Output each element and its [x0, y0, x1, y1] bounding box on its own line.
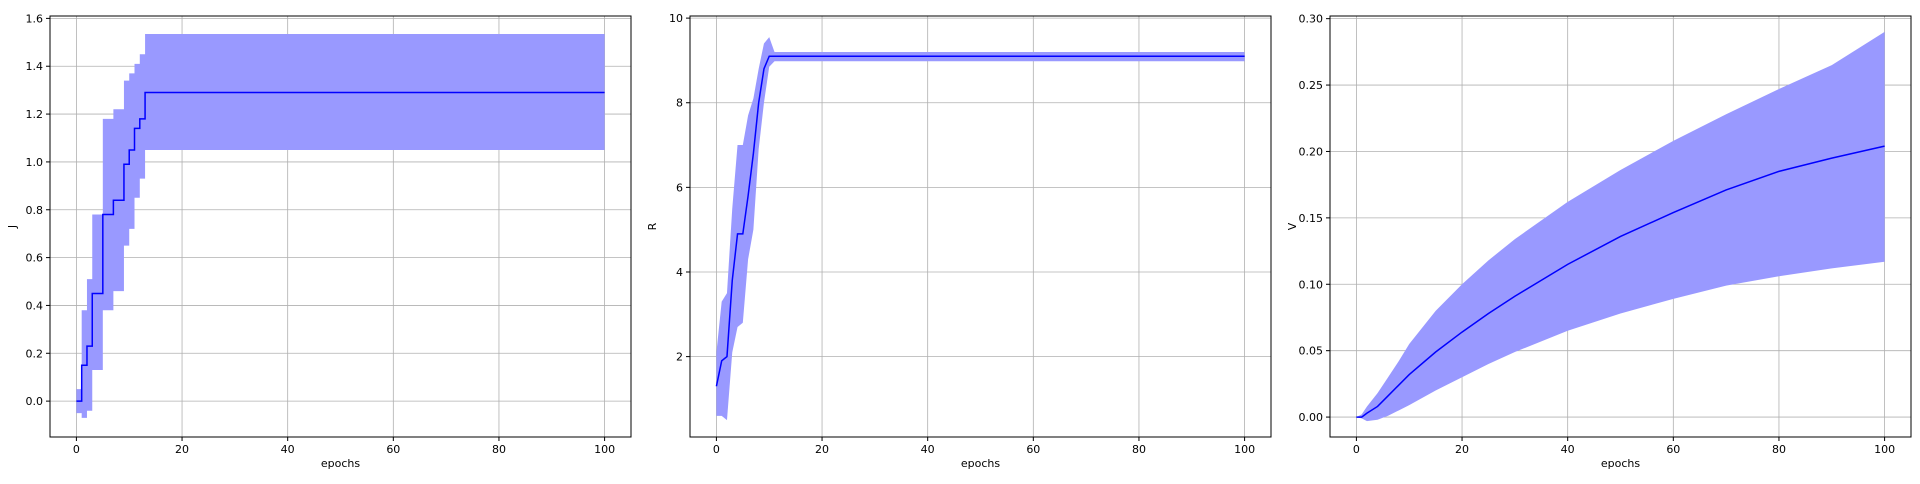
x-tick-label: 40 — [1561, 443, 1575, 456]
y-tick-label: 8 — [676, 97, 683, 110]
y-tick-label: 1.0 — [26, 156, 44, 169]
y-tick-label: 4 — [676, 266, 683, 279]
x-tick-label: 20 — [175, 443, 189, 456]
x-tick-label: 0 — [713, 443, 720, 456]
mean-line — [76, 91, 605, 402]
x-tick-label: 60 — [386, 443, 400, 456]
y-tick-label: 2 — [676, 351, 683, 364]
x-tick-label: 40 — [281, 443, 295, 456]
x-tick-label: 80 — [1772, 443, 1786, 456]
x-tick-label: 40 — [921, 443, 935, 456]
y-tick-label: 0.8 — [26, 204, 44, 217]
x-axis-label: epochs — [321, 457, 360, 470]
x-tick-label: 100 — [594, 443, 615, 456]
std-band — [1356, 31, 1885, 422]
y-tick-label: 10 — [669, 12, 683, 25]
x-tick-label: 100 — [1874, 443, 1895, 456]
y-tick-label: 0.2 — [26, 347, 44, 360]
x-tick-label: 20 — [815, 443, 829, 456]
std-band — [716, 37, 1245, 421]
y-tick-label: 0.15 — [1299, 212, 1324, 225]
y-axis-label: R — [646, 222, 659, 230]
y-tick-label: 0.6 — [26, 252, 44, 265]
y-tick-label: 0.4 — [26, 299, 44, 312]
x-axis-label: epochs — [961, 457, 1000, 470]
y-tick-label: 0.0 — [26, 395, 44, 408]
mean-line — [1356, 145, 1885, 418]
y-tick-label: 0.00 — [1299, 411, 1324, 424]
y-axis-label: J — [6, 225, 19, 229]
chart-panel-2: 0 20 40 60 80 100 2 4 6 8 10 epochs R — [646, 12, 1272, 470]
chart-panel-1: 0 20 40 60 80 100 0.0 0.2 0.4 0.6 0.8 1.0 1.2 1.4 1.6 e… — [6, 12, 632, 470]
y-tick-label: 1.4 — [26, 60, 44, 73]
y-tick-label: 0.30 — [1299, 13, 1324, 26]
x-tick-label: 80 — [1132, 443, 1146, 456]
axes-frame — [49, 15, 632, 438]
axes-frame — [1329, 15, 1912, 438]
x-tick-label: 0 — [73, 443, 80, 456]
axes-frame — [689, 15, 1272, 438]
x-tick-label: 0 — [1353, 443, 1360, 456]
y-tick-label: 1.2 — [26, 108, 44, 121]
y-tick-label: 0.05 — [1299, 345, 1324, 358]
y-tick-label: 0.25 — [1299, 79, 1324, 92]
y-tick-label: 0.20 — [1299, 145, 1324, 158]
chart-panel-3: 0 20 40 60 80 100 0.00 0.05 0.10 0.15 0.20 0.25 0.30… — [1286, 13, 1912, 470]
y-tick-label: 6 — [676, 181, 683, 194]
x-tick-label: 60 — [1026, 443, 1040, 456]
mean-line — [715, 55, 1245, 387]
y-axis-label: V — [1286, 222, 1299, 230]
x-tick-label: 20 — [1455, 443, 1469, 456]
x-tick-label: 80 — [492, 443, 506, 456]
x-tick-label: 60 — [1666, 443, 1680, 456]
x-tick-label: 100 — [1234, 443, 1255, 456]
std-band — [76, 33, 605, 418]
x-axis-label: epochs — [1601, 457, 1640, 470]
y-tick-label: 0.10 — [1299, 278, 1324, 291]
y-tick-label: 1.6 — [26, 12, 44, 25]
